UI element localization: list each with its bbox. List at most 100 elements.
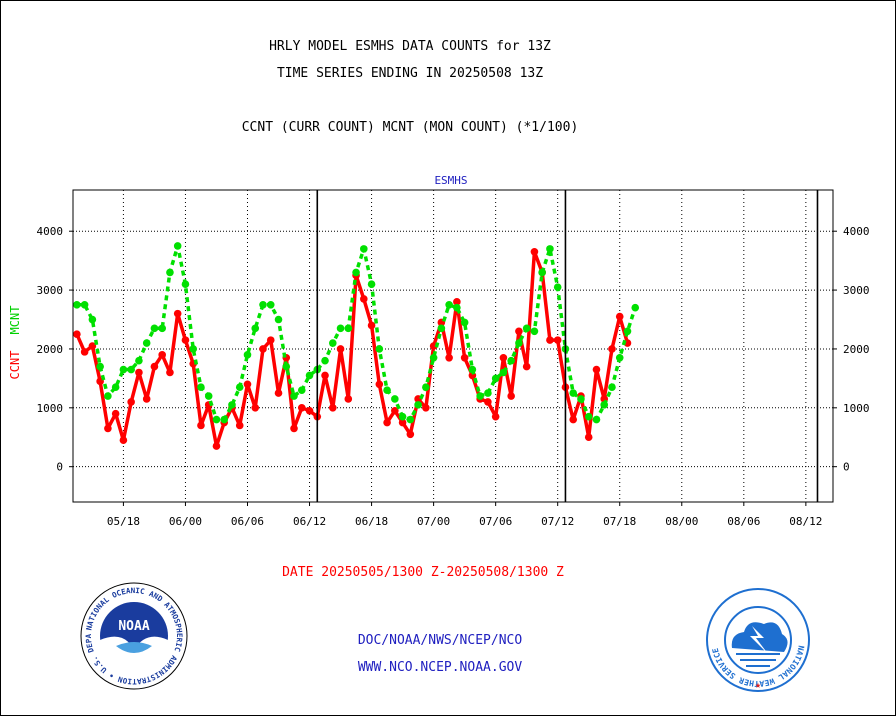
data-point-ccnt — [135, 368, 143, 377]
data-point-mcnt — [584, 412, 593, 421]
data-point-ccnt — [422, 404, 430, 412]
data-point-mcnt — [336, 324, 345, 333]
data-point-ccnt — [592, 365, 601, 374]
x-tick-label: 08/12 — [789, 515, 822, 528]
nco-path-link[interactable]: DOC/NOAA/NWS/NCEP/NCO — [357, 633, 523, 648]
data-point-mcnt — [96, 362, 104, 371]
y-tick-label-right: 0 — [843, 461, 850, 474]
data-point-mcnt — [80, 300, 89, 309]
data-point-ccnt — [522, 362, 531, 371]
data-point-mcnt — [600, 401, 609, 409]
data-point-mcnt — [181, 280, 190, 288]
data-point-ccnt — [297, 404, 306, 412]
nco-website-link[interactable]: WWW.NCO.NCEP.NOAA.GOV — [357, 660, 523, 675]
y-tick-label-right: 2000 — [843, 343, 870, 356]
nws-star-icon: ★ — [755, 680, 761, 691]
y-tick-label-left: 2000 — [37, 343, 64, 356]
y-tick-label-right: 1000 — [843, 402, 870, 415]
data-point-ccnt — [251, 404, 260, 412]
data-point-mcnt — [530, 327, 539, 336]
data-point-ccnt — [507, 392, 515, 400]
data-point-mcnt — [367, 280, 376, 288]
data-point-mcnt — [631, 303, 640, 312]
data-point-ccnt — [212, 442, 221, 450]
data-point-mcnt — [445, 300, 453, 309]
data-point-ccnt — [259, 345, 267, 353]
data-point-mcnt — [360, 245, 368, 253]
data-point-ccnt — [104, 424, 112, 433]
data-point-mcnt — [212, 415, 221, 424]
y-tick-label-left: 4000 — [37, 225, 64, 238]
series-layer — [73, 242, 640, 450]
data-point-mcnt — [204, 392, 213, 400]
data-point-ccnt — [499, 353, 508, 362]
x-tick-label: 06/12 — [293, 515, 326, 528]
data-point-mcnt — [189, 345, 198, 353]
data-point-ccnt — [197, 421, 205, 430]
data-point-ccnt — [398, 418, 407, 427]
data-point-mcnt — [290, 392, 298, 400]
x-tick-label: 06/18 — [355, 515, 388, 528]
data-point-mcnt — [414, 401, 422, 409]
data-point-mcnt — [321, 356, 329, 365]
data-point-mcnt — [406, 415, 415, 424]
data-point-ccnt — [445, 353, 453, 362]
y-tick-label-left: 1000 — [37, 402, 64, 415]
y-axis-label-ccnt: CCNT — [8, 351, 22, 380]
data-point-mcnt — [243, 351, 252, 359]
data-point-mcnt — [569, 389, 578, 397]
data-point-mcnt — [383, 386, 391, 394]
data-point-ccnt — [491, 412, 500, 421]
data-point-ccnt — [127, 398, 135, 406]
data-point-mcnt — [507, 356, 515, 365]
data-point-mcnt — [352, 268, 360, 277]
nws-logo: NATIONAL WEATHER SERVICE ★ — [706, 588, 810, 692]
data-point-mcnt — [375, 345, 384, 353]
data-point-mcnt — [398, 412, 407, 421]
data-point-ccnt — [150, 362, 159, 371]
panel-title: ESMHS — [434, 174, 467, 187]
data-point-mcnt — [166, 268, 174, 277]
data-point-mcnt — [297, 386, 306, 394]
data-point-ccnt — [546, 336, 554, 344]
data-point-mcnt — [259, 300, 267, 309]
chart-title-line2: TIME SERIES ENDING IN 20250508 13Z — [276, 66, 544, 81]
data-point-ccnt — [88, 342, 97, 350]
data-point-mcnt — [344, 324, 353, 333]
data-point-mcnt — [142, 339, 151, 347]
data-point-ccnt — [484, 398, 492, 406]
x-tick-label: 07/00 — [417, 515, 450, 528]
data-point-mcnt — [460, 318, 469, 327]
date-range: DATE 20250505/1300 Z-20250508/1300 Z — [282, 565, 564, 580]
data-point-mcnt — [274, 315, 283, 324]
data-point-mcnt — [515, 339, 523, 347]
x-tick-label: 08/00 — [665, 515, 698, 528]
x-tick-label: 07/18 — [603, 515, 636, 528]
data-point-mcnt — [88, 315, 97, 324]
y-tick-label-left: 0 — [56, 461, 63, 474]
data-point-mcnt — [538, 268, 546, 277]
data-point-ccnt — [274, 389, 283, 397]
data-point-mcnt — [158, 324, 166, 333]
data-point-ccnt — [584, 433, 593, 442]
grid-layer — [73, 190, 833, 502]
data-point-ccnt — [515, 327, 523, 336]
data-point-mcnt — [235, 383, 244, 392]
data-point-ccnt — [375, 380, 384, 389]
data-point-ccnt — [111, 409, 120, 418]
y-axis-label-mcnt: MCNT — [8, 306, 22, 335]
data-point-ccnt — [553, 336, 562, 344]
data-point-mcnt — [615, 353, 624, 362]
x-tick-label: 06/06 — [231, 515, 264, 528]
data-point-ccnt — [235, 421, 244, 430]
data-point-ccnt — [453, 298, 461, 306]
data-point-ccnt — [344, 395, 353, 403]
data-point-ccnt — [181, 336, 190, 344]
data-point-ccnt — [615, 312, 624, 321]
data-point-mcnt — [608, 383, 616, 392]
data-point-mcnt — [119, 365, 128, 374]
data-point-mcnt — [73, 300, 81, 309]
data-point-ccnt — [321, 371, 329, 380]
data-point-mcnt — [522, 324, 531, 333]
